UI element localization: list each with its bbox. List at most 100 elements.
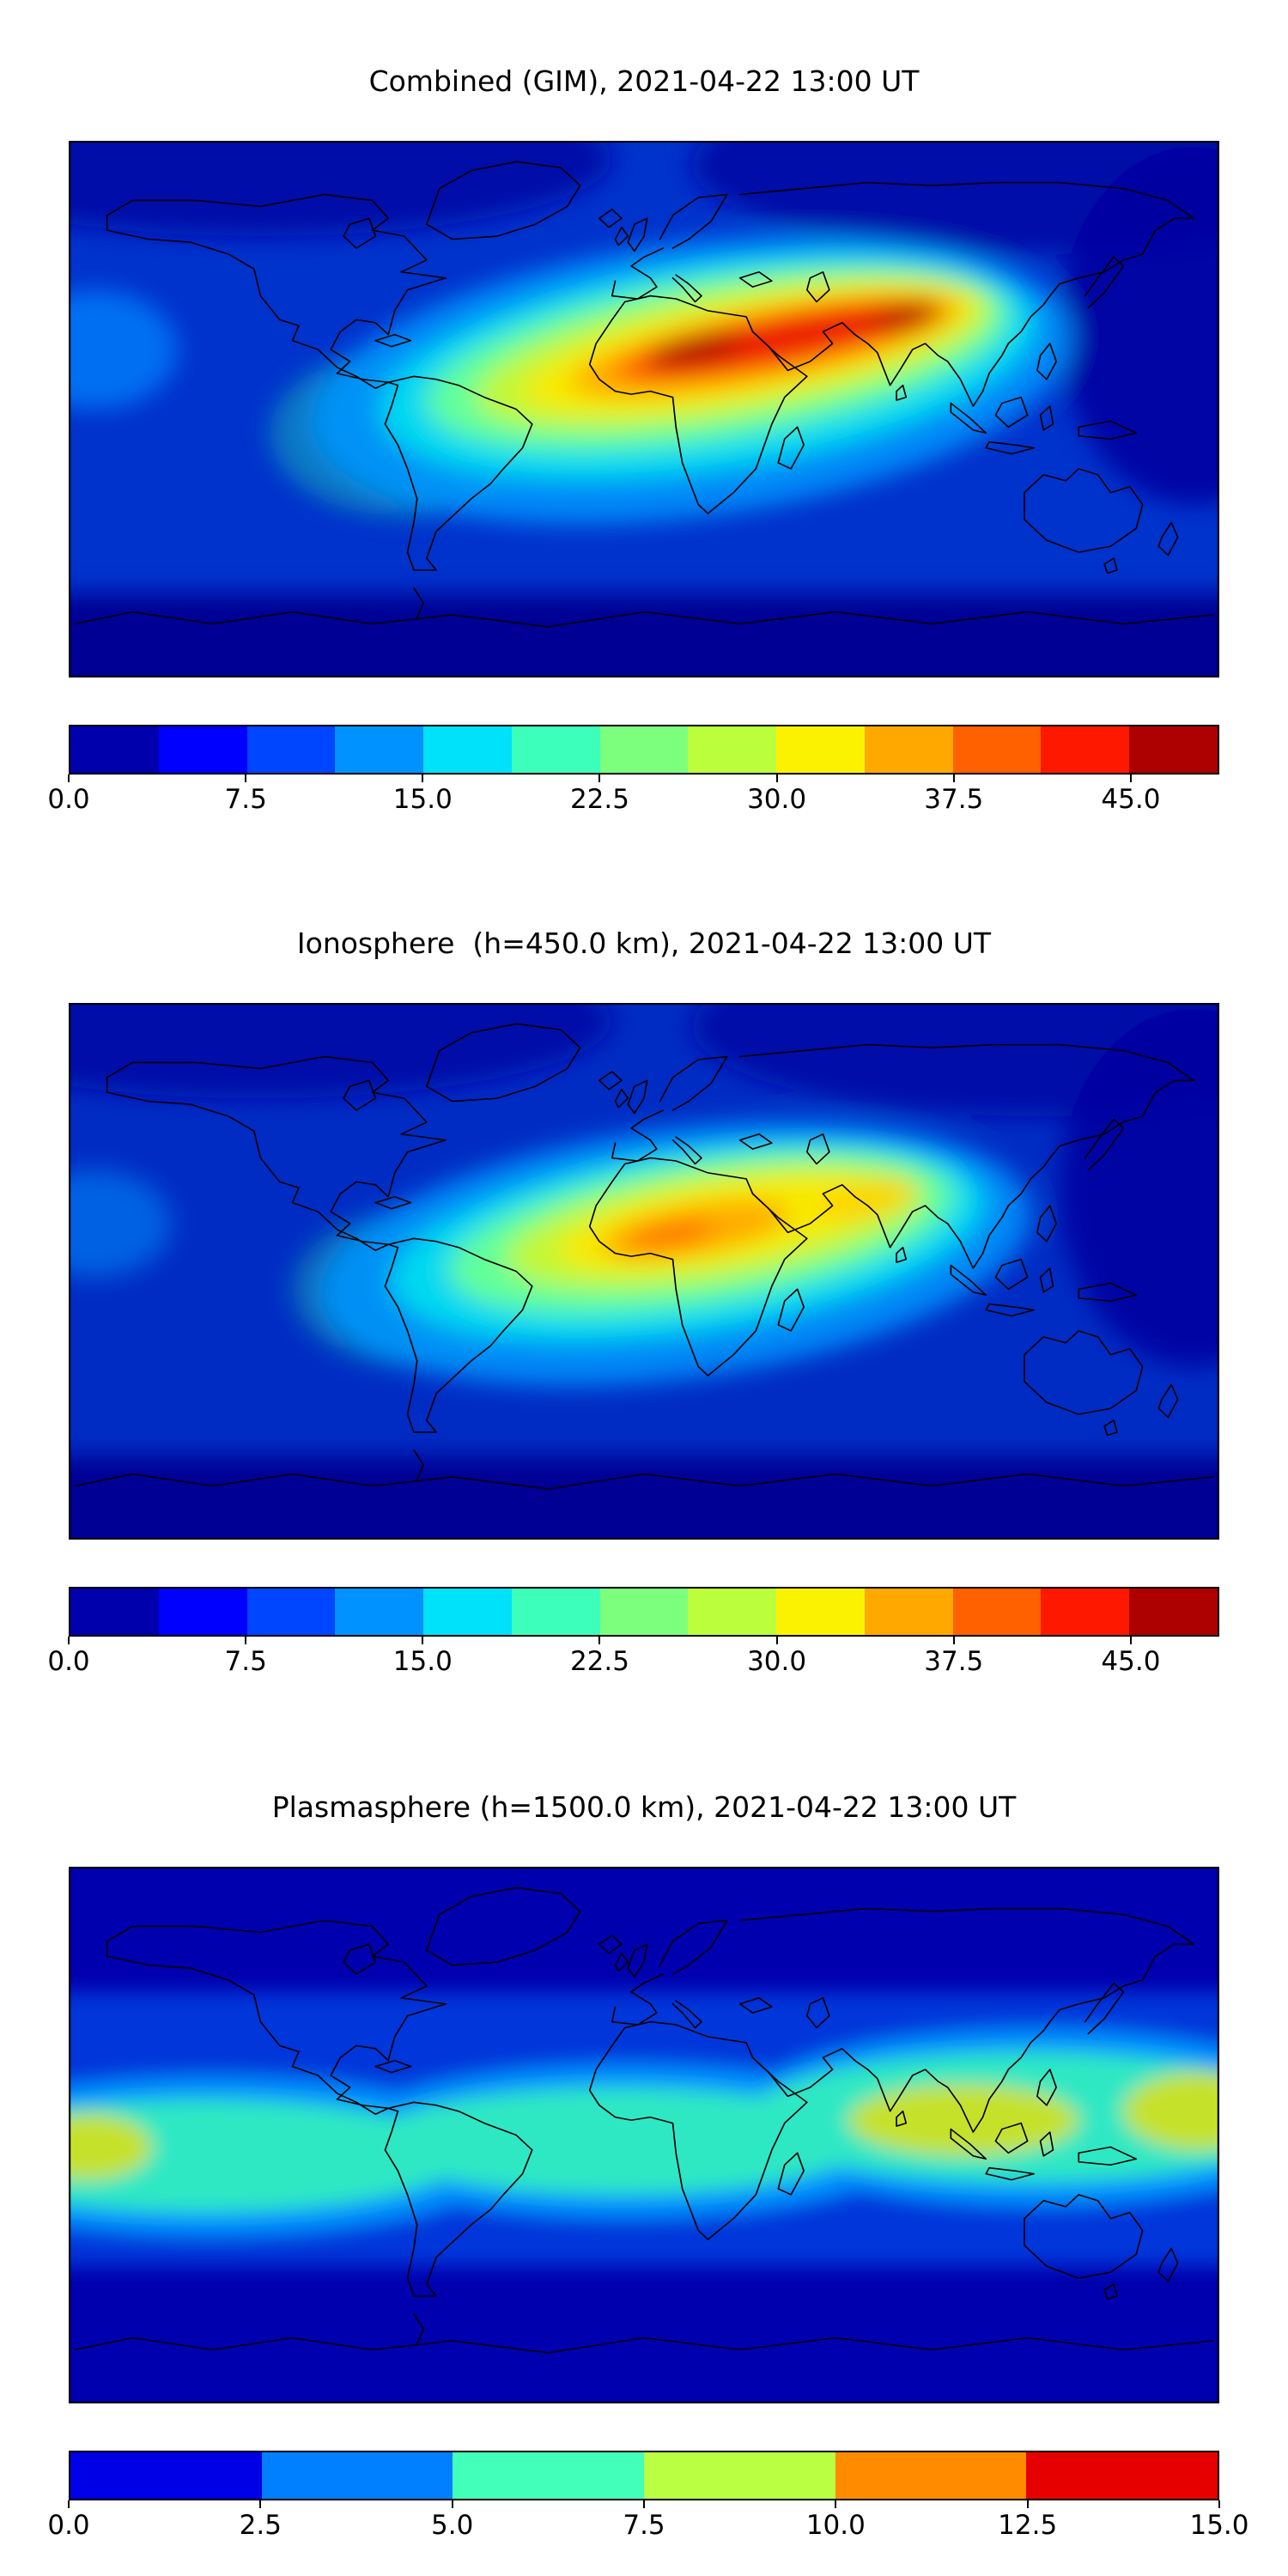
colorbar-tickmark bbox=[245, 1637, 247, 1644]
colorbar-tick-label: 22.5 bbox=[569, 1646, 629, 1677]
colorbar-tickmark bbox=[775, 775, 778, 782]
colorbar-segment bbox=[599, 726, 689, 773]
colorbar-tickmark bbox=[422, 1637, 424, 1644]
colorbar-segment bbox=[70, 2452, 262, 2499]
colorbar-segment bbox=[1129, 1589, 1218, 1635]
colorbar-tickmark bbox=[68, 1637, 70, 1644]
colorbar-tickmark bbox=[952, 1637, 955, 1644]
colorbar-segment bbox=[688, 726, 777, 773]
colorbar-tick-label: 7.5 bbox=[224, 784, 267, 815]
colorbar-segment bbox=[423, 726, 512, 773]
colorbar-tickmark bbox=[1218, 2500, 1220, 2508]
colorbar-tickmark bbox=[598, 775, 601, 782]
colorbar-tickmark bbox=[598, 1637, 601, 1644]
tec-maximum-africa bbox=[648, 333, 743, 366]
colorbar-segment bbox=[261, 2452, 453, 2499]
map-plasmasphere-svg bbox=[69, 1867, 1219, 2403]
colorbar-segment bbox=[335, 1589, 424, 1635]
tec-maximum-africa bbox=[625, 1219, 714, 1251]
colorbar-tickmark bbox=[952, 775, 955, 782]
colorbar-segment bbox=[158, 1589, 247, 1635]
colorbar-segment bbox=[1129, 726, 1218, 773]
colorbar-segment bbox=[423, 1589, 512, 1635]
colorbar-tick-label: 7.5 bbox=[623, 2510, 665, 2541]
colorbar-tickmark bbox=[422, 775, 424, 782]
colorbar-tickmark bbox=[68, 2500, 70, 2508]
colorbar-segment bbox=[952, 726, 1042, 773]
colorbar-tickmark bbox=[451, 2500, 453, 2508]
colorbar-tickmark bbox=[245, 775, 247, 782]
tec-maximum-india bbox=[872, 302, 941, 331]
colorbar-segment bbox=[70, 726, 159, 773]
colorbar-segment bbox=[70, 1589, 159, 1635]
colorbar-segment bbox=[688, 1589, 777, 1635]
panel-combined: Combined (GIM), 2021-04-22 13:00 UT bbox=[47, 0, 1219, 823]
colorbar-segment bbox=[864, 726, 953, 773]
colorbar-tick-label: 15.0 bbox=[392, 1646, 453, 1677]
colorbar-tick-label: 15.0 bbox=[392, 784, 453, 815]
colorbar-tick-label: 2.5 bbox=[239, 2510, 282, 2541]
map-ionosphere bbox=[69, 1003, 1219, 1540]
panel-plasmasphere: Plasmasphere (h=1500.0 km), 2021-04-22 1… bbox=[47, 1685, 1249, 2549]
panel-ionosphere: Ionosphere (h=450.0 km), 2021-04-22 13:0… bbox=[47, 823, 1219, 1685]
colorbar-combined bbox=[69, 725, 1219, 775]
colorbar-ionosphere bbox=[69, 1587, 1219, 1637]
colorbar-tick-label: 5.0 bbox=[431, 2510, 474, 2541]
colorbar-tickmark bbox=[835, 2500, 837, 2508]
plasma-maximum-west-edge bbox=[69, 2114, 152, 2180]
colorbar-segment bbox=[952, 1589, 1042, 1635]
colorbar-tick-label: 37.5 bbox=[924, 1646, 984, 1677]
map-combined bbox=[69, 141, 1219, 677]
colorbar-tickmark bbox=[1129, 775, 1132, 782]
colorbar-segment bbox=[599, 1589, 689, 1635]
colorbar-tick-label: 22.5 bbox=[569, 784, 629, 815]
colorbar-segment bbox=[1026, 2452, 1218, 2499]
colorbar-tick-label: 45.0 bbox=[1101, 784, 1161, 815]
colorbar-tickmark bbox=[775, 1637, 778, 1644]
colorbar-segment bbox=[1041, 1589, 1130, 1635]
colorbar-segment bbox=[864, 1589, 953, 1635]
colorbar-tick-label: 0.0 bbox=[47, 1646, 90, 1677]
colorbar-tick-label: 10.0 bbox=[805, 2510, 866, 2541]
colorbar-segment bbox=[158, 726, 247, 773]
panel-title: Ionosphere (h=450.0 km), 2021-04-22 13:0… bbox=[296, 927, 992, 960]
map-frame bbox=[69, 141, 1219, 677]
colorbar-segment bbox=[1041, 726, 1130, 773]
colorbar-tick-label: 7.5 bbox=[224, 1646, 267, 1677]
colorbar-tick-label: 37.5 bbox=[924, 784, 984, 815]
colorbar-ticks-ionosphere: 0.0 7.5 15.0 22.5 30.0 37.5 45.0 bbox=[47, 1637, 1219, 1685]
map-frame bbox=[69, 1867, 1219, 2403]
colorbar-segment bbox=[835, 2452, 1027, 2499]
tec-field-plasmasphere bbox=[69, 1867, 1219, 2403]
plasma-maximum-west-pacific bbox=[1123, 2072, 1219, 2150]
colorbar-tick-label: 0.0 bbox=[47, 2510, 90, 2541]
map-plasmasphere bbox=[69, 1867, 1219, 2403]
colorbar-ticks-plasmasphere: 0.0 2.5 5.0 7.5 10.0 12.5 15.0 bbox=[47, 2500, 1249, 2549]
colorbar-tickmark bbox=[259, 2500, 262, 2508]
colorbar-tick-label: 0.0 bbox=[47, 784, 90, 815]
colorbar-segment bbox=[776, 726, 865, 773]
colorbar-segment bbox=[511, 1589, 600, 1635]
map-frame bbox=[69, 1003, 1219, 1540]
colorbar-tick-label: 45.0 bbox=[1101, 1646, 1161, 1677]
colorbar-segment bbox=[335, 726, 424, 773]
map-combined-svg bbox=[69, 141, 1219, 677]
colorbar-tickmark bbox=[1129, 1637, 1132, 1644]
colorbar-tick-label: 30.0 bbox=[747, 1646, 807, 1677]
colorbar-segment bbox=[511, 726, 600, 773]
colorbar-segment bbox=[246, 726, 336, 773]
colorbar-ticks-combined: 0.0 7.5 15.0 22.5 30.0 37.5 45.0 bbox=[47, 775, 1219, 823]
panel-title: Plasmasphere (h=1500.0 km), 2021-04-22 1… bbox=[271, 1790, 1017, 1824]
colorbar-segment bbox=[644, 2452, 835, 2499]
colorbar-segment bbox=[453, 2452, 645, 2499]
plasma-maximum-southeast-asia bbox=[848, 2084, 1079, 2156]
colorbar-tick-label: 15.0 bbox=[1189, 2510, 1249, 2541]
panel-title: Combined (GIM), 2021-04-22 13:00 UT bbox=[368, 64, 920, 98]
colorbar-segment bbox=[776, 1589, 865, 1635]
colorbar-tickmark bbox=[643, 2500, 645, 2508]
colorbar-tickmark bbox=[1026, 2500, 1029, 2508]
colorbar-segment bbox=[246, 1589, 336, 1635]
map-ionosphere-svg bbox=[69, 1003, 1219, 1540]
colorbar-tick-label: 30.0 bbox=[747, 784, 807, 815]
